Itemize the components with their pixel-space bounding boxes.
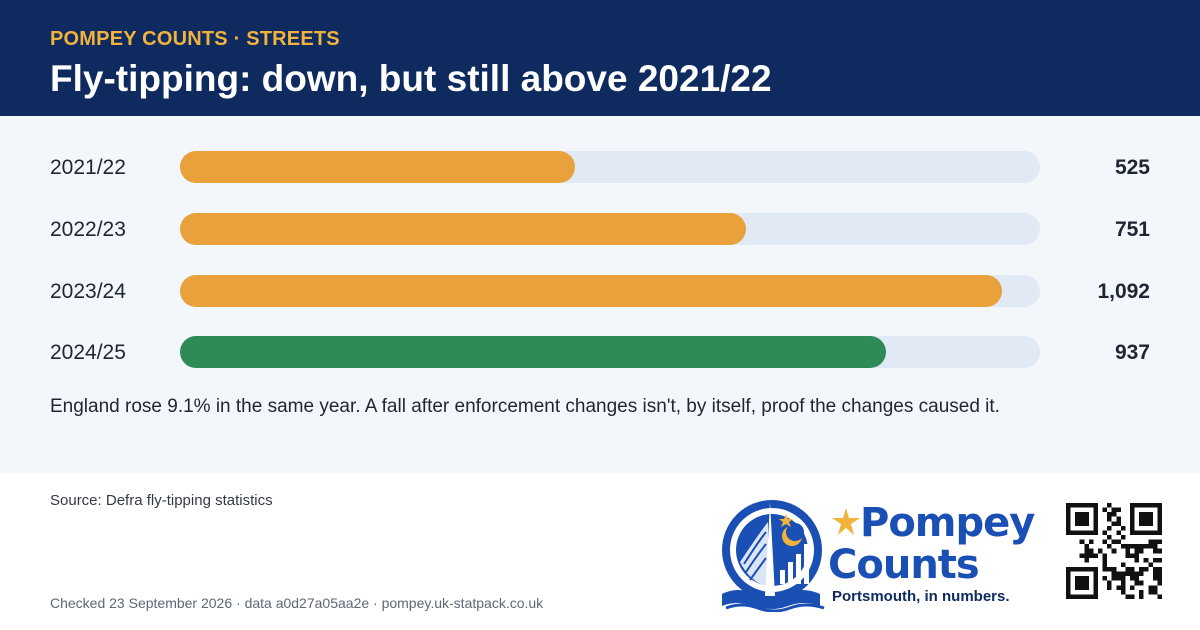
bar-category-label: 2021/22: [50, 156, 126, 179]
bar-track: [180, 213, 1040, 245]
bar-track: [180, 151, 1040, 183]
star-icon: [832, 508, 860, 535]
section-kicker: POMPEY COUNTS · STREETS: [50, 28, 340, 50]
logo-word-counts: Counts: [828, 542, 980, 588]
bar-track: [180, 275, 1040, 307]
bar-row: 2023/24 1,092: [0, 275, 1200, 307]
qr-code-icon[interactable]: [1066, 503, 1162, 599]
bar-category-label: 2023/24: [50, 280, 126, 303]
bar-track: [180, 336, 1040, 368]
bar-row: 2021/22 525: [0, 151, 1200, 183]
bar: [180, 275, 1002, 307]
header-banner: POMPEY COUNTS · STREETS Fly-tipping: dow…: [0, 0, 1200, 116]
source-text: Source: Defra fly-tipping statistics: [50, 492, 273, 509]
footer-meta: Checked 23 September 2026 · data a0d27a0…: [50, 595, 544, 611]
bar-value-label: 525: [1114, 156, 1150, 179]
bar: [180, 151, 575, 183]
bar-category-label: 2022/23: [50, 218, 126, 241]
pompey-counts-logo: Pompey Counts Portsmouth, in numbers.: [720, 492, 1040, 613]
bar-row: 2022/23 751: [0, 213, 1200, 245]
logo-tagline: Portsmouth, in numbers.: [832, 588, 1010, 605]
bar-value-label: 937: [1114, 341, 1150, 364]
page-title: Fly-tipping: down, but still above 2021/…: [50, 58, 772, 99]
bar-row: 2024/25 937: [0, 336, 1200, 368]
logo-word-pompey: Pompey: [860, 500, 1035, 546]
bar: [180, 213, 746, 245]
spinnaker-emblem-icon: [722, 500, 825, 613]
bar: [180, 336, 886, 368]
bar-value-label: 751: [1114, 218, 1150, 241]
chart-note: England rose 9.1% in the same year. A fa…: [50, 396, 1000, 417]
bar-value-label: 1,092: [1097, 280, 1150, 303]
bar-category-label: 2024/25: [50, 341, 126, 364]
